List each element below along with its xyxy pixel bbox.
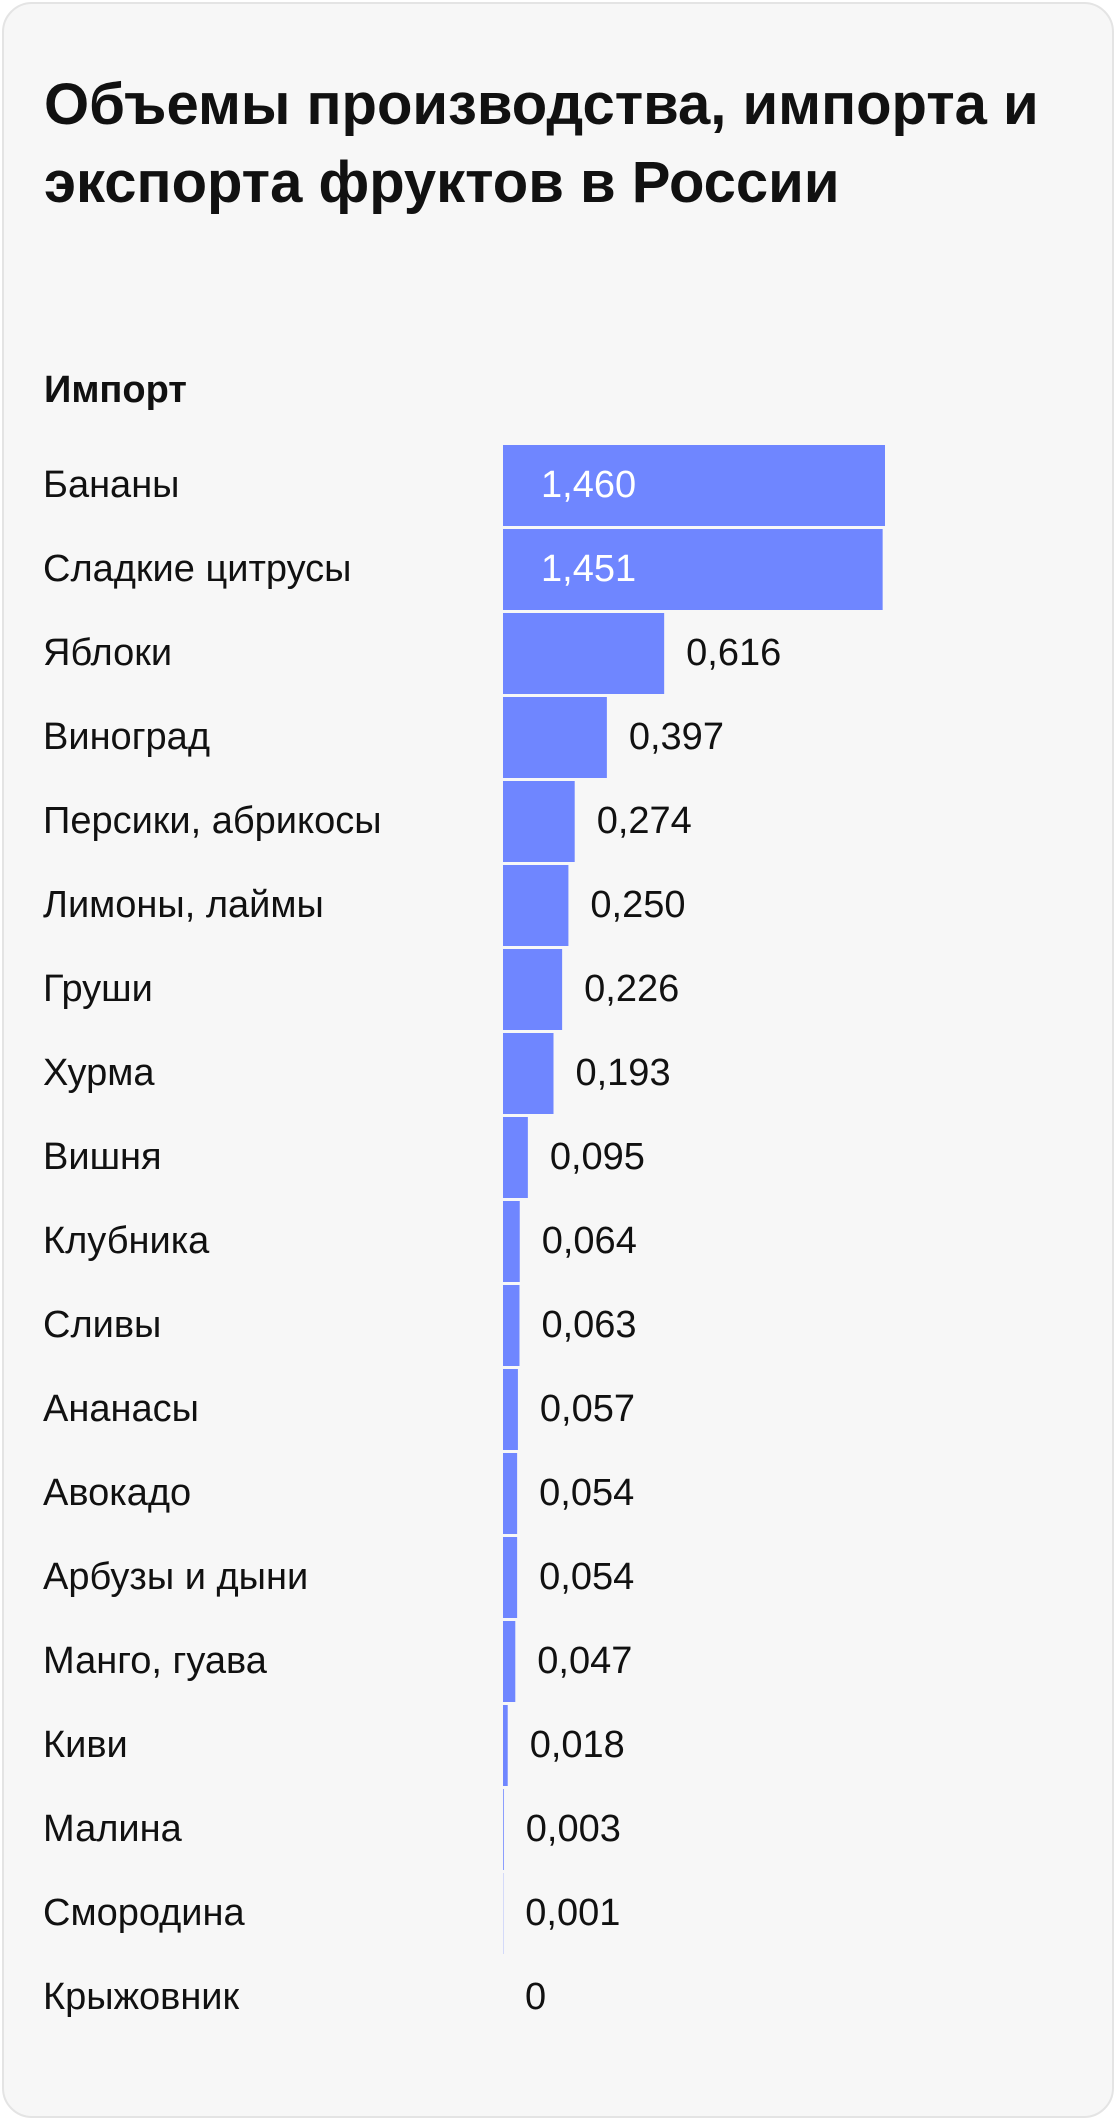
category-label: Груши <box>43 968 153 1010</box>
category-label: Персики, абрикосы <box>43 800 382 842</box>
value-label: 0,250 <box>590 884 685 926</box>
category-label: Виноград <box>43 716 210 758</box>
category-label: Арбузы и дыни <box>43 1556 308 1598</box>
category-label: Киви <box>43 1724 128 1766</box>
chart-subtitle: Импорт <box>44 369 187 411</box>
bar <box>503 1285 520 1366</box>
bar <box>503 697 607 778</box>
value-label: 0,063 <box>541 1304 636 1346</box>
bar <box>503 529 883 610</box>
bar <box>503 613 665 694</box>
bar <box>503 1117 528 1198</box>
category-label: Крыжовник <box>43 1976 240 2018</box>
chart: Бананы 1,460 Сладкие цитрусы 1,451 Яблоки 0,6… <box>43 445 885 2018</box>
bar <box>503 1789 504 1870</box>
value-label: 0,616 <box>686 632 781 674</box>
value-label: 0,054 <box>539 1556 634 1598</box>
category-label: Клубника <box>43 1220 210 1262</box>
category-label: Сливы <box>43 1304 161 1346</box>
value-label: 0,095 <box>550 1136 645 1178</box>
bar <box>503 1369 518 1450</box>
category-label: Лимоны, лаймы <box>43 884 324 926</box>
category-label: Яблоки <box>43 632 172 674</box>
category-label: Малина <box>43 1808 183 1850</box>
category-label: Ананасы <box>43 1388 199 1430</box>
value-label: 0,226 <box>584 968 679 1010</box>
value-label: 0,054 <box>539 1472 634 1514</box>
bar <box>503 865 569 946</box>
value-label: 1,460 <box>541 464 636 506</box>
bar <box>503 1705 508 1786</box>
chart-title: Объемы производства, импорта и экспорта … <box>44 72 1039 215</box>
category-label: Хурма <box>43 1052 155 1094</box>
value-label: 0,047 <box>537 1640 632 1682</box>
value-label: 0,274 <box>597 800 692 842</box>
value-label: 0,001 <box>525 1892 620 1934</box>
value-label: 1,451 <box>541 548 636 590</box>
bar <box>503 781 575 862</box>
category-label: Бананы <box>43 464 180 506</box>
value-label: 0,064 <box>542 1220 637 1262</box>
category-label: Вишня <box>43 1136 162 1178</box>
value-label: 0,018 <box>530 1724 625 1766</box>
value-label: 0,057 <box>540 1388 635 1430</box>
value-label: 0,193 <box>575 1052 670 1094</box>
category-label: Смородина <box>43 1892 246 1934</box>
category-label: Манго, гуава <box>43 1640 268 1682</box>
bar <box>503 1033 554 1114</box>
bar <box>503 1453 518 1534</box>
bar <box>503 445 885 526</box>
category-label: Сладкие цитрусы <box>43 548 351 590</box>
category-label: Авокадо <box>43 1472 191 1514</box>
value-label: 0 <box>525 1976 546 2018</box>
value-label: 0,003 <box>526 1808 621 1850</box>
bar <box>503 949 563 1030</box>
bar <box>503 1201 520 1282</box>
bar <box>503 1537 518 1618</box>
bar <box>503 1621 516 1702</box>
value-label: 0,397 <box>629 716 724 758</box>
